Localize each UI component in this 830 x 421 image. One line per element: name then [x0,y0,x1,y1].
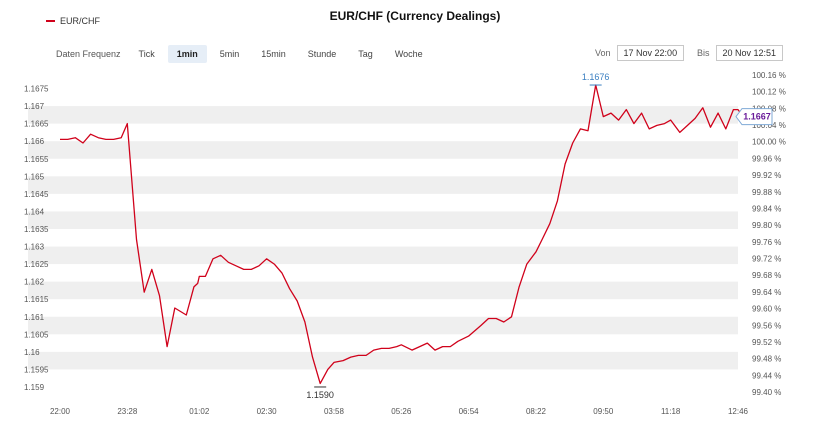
y-tick-label: 1.1665 [24,120,49,129]
freq-stunde-button[interactable]: Stunde [307,49,337,59]
y-tick-label: 1.1675 [24,85,49,94]
y2-tick-label: 99.48 % [752,355,781,364]
freq-15min-button[interactable]: 15min [261,49,286,59]
y-tick-label: 1.1595 [24,365,49,374]
y-tick-label: 1.1625 [24,260,49,269]
grid-band [28,211,738,229]
y-tick-label: 1.161 [24,313,45,322]
y2-tick-label: 100.16 % [752,71,786,80]
y2-tick-label: 100.04 % [752,121,786,130]
y-tick-label: 1.167 [24,102,45,111]
freq-tag-button[interactable]: Tag [358,49,373,59]
y2-tick-label: 100.12 % [752,88,786,97]
grid-band [28,316,738,335]
y2-tick-label: 99.76 % [752,238,781,247]
y2-tick-label: 99.40 % [752,388,781,397]
annotations: 1.1676 1.1590 1.1667 [306,72,773,400]
grid-band [28,281,738,300]
y-axis-left: 1.159 1.1595 1.16 1.1605 1.161 1.1615 1.162 1.1… [24,85,49,392]
freq-5min-button[interactable]: 5min [219,49,240,59]
x-tick-label: 01:02 [189,407,210,416]
frequency-label: Daten Frequenz [56,49,121,59]
x-tick-label: 23:28 [117,407,138,416]
y-tick-label: 1.159 [24,383,45,392]
x-tick-label: 02:30 [257,407,278,416]
y2-tick-label: 99.68 % [752,271,781,280]
y-tick-label: 1.165 [24,172,45,181]
x-tick-label: 11:18 [661,407,681,416]
y2-tick-label: 99.72 % [752,255,781,264]
y-tick-label: 1.16 [24,348,40,357]
from-date-input[interactable]: 17 Nov 22:00 [616,45,685,61]
y2-tick-label: 99.60 % [752,305,781,314]
date-to: Bis 20 Nov 12:51 [697,45,784,61]
y2-tick-label: 99.96 % [752,154,781,163]
y-tick-label: 1.162 [24,278,45,287]
x-tick-label: 12:46 [728,407,749,416]
max-annotation: 1.1676 [582,72,610,82]
y-tick-label: 1.1635 [24,225,49,234]
grid-bands [28,106,738,370]
y2-tick-label: 99.52 % [752,338,781,347]
date-from: Von 17 Nov 22:00 [595,45,685,61]
x-tick-label: 22:00 [50,407,71,416]
y2-tick-label: 99.84 % [752,204,781,213]
grid-band [28,106,738,124]
grid-band [28,246,738,265]
last-value-label: 1.1667 [743,112,771,122]
y-tick-label: 1.1645 [24,190,49,199]
x-tick-label: 05:26 [391,407,412,416]
y2-tick-label: 99.80 % [752,221,781,230]
grid-band [28,141,738,159]
grid-band [28,176,738,194]
x-tick-label: 08:22 [526,407,547,416]
y-tick-label: 1.1615 [24,295,49,304]
x-axis: 22:00 23:28 01:02 02:30 03:58 05:26 06:54 08:22… [50,407,749,416]
from-label: Von [595,48,611,58]
y-tick-label: 1.1655 [24,155,49,164]
grid-band [28,351,738,370]
frequency-selector: Daten Frequenz Tick 1min 5min 15min Stun… [56,45,436,63]
series-line-eurchf [60,84,743,385]
legend-swatch [46,20,55,22]
freq-woche-button[interactable]: Woche [394,49,423,59]
legend-label: EUR/CHF [60,16,100,26]
last-value-box [735,108,773,126]
x-tick-label: 06:54 [459,407,480,416]
to-date-input[interactable]: 20 Nov 12:51 [715,45,784,61]
x-tick-label: 03:58 [324,407,345,416]
min-annotation: 1.1590 [306,390,334,400]
chart-title: EUR/CHF (Currency Dealings) [329,9,501,23]
chart-legend[interactable]: EUR/CHF [46,16,100,26]
freq-1min-button[interactable]: 1min [167,45,207,63]
to-label: Bis [697,48,710,58]
x-tick-label: 09:50 [593,407,614,416]
y2-tick-label: 99.92 % [752,171,781,180]
freq-tick-button[interactable]: Tick [138,49,155,59]
y2-tick-label: 99.64 % [752,288,781,297]
y2-tick-label: 99.88 % [752,188,781,197]
y2-tick-label: 99.44 % [752,371,781,380]
y-tick-label: 1.164 [24,207,45,216]
y-tick-label: 1.1605 [24,330,49,339]
y-tick-label: 1.163 [24,243,45,252]
y-tick-label: 1.166 [24,137,45,146]
y2-tick-label: 99.56 % [752,321,781,330]
y2-tick-label: 100.00 % [752,138,786,147]
